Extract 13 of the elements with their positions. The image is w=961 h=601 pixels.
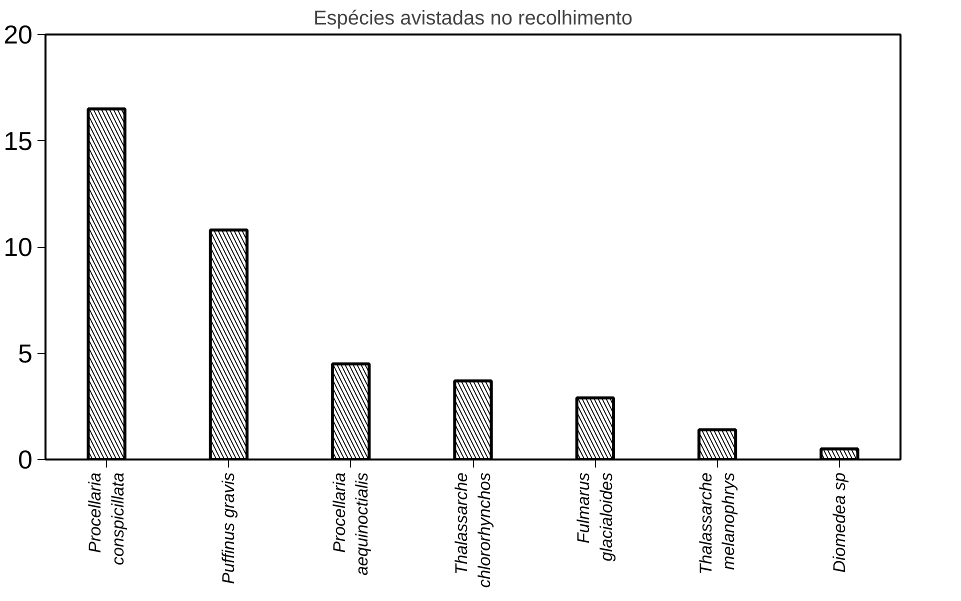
x-tick-label: Procellaria conspicillata [86,472,128,566]
x-tick-label: Puffinus gravis [219,472,238,584]
y-tick-label: 20 [4,20,32,50]
y-tick-label: 0 [18,444,33,474]
x-tick-label: Diomedea sp [830,472,849,573]
x-tick-label: Procellaria aequinoctialis [330,472,372,576]
x-tick-label: Thalassarche melanophrys [696,472,738,575]
chart-title: Espécies avistadas no recolhimento [313,8,633,30]
y-tick-label: 5 [18,338,33,368]
x-tick-label: Thalassarche chlororhynchos [452,472,494,588]
y-tick-label: 15 [4,126,32,156]
x-tick-label: Fulmarus glacialoides [574,472,616,562]
y-tick-label: 10 [4,232,32,262]
